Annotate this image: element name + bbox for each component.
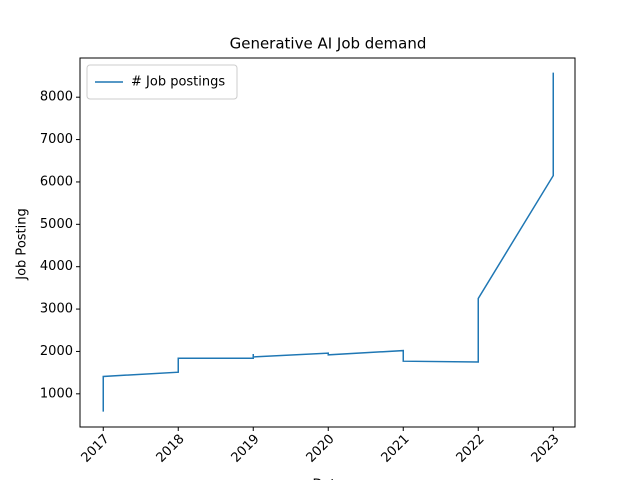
line-series xyxy=(102,72,554,412)
plot-frame xyxy=(79,57,576,428)
y-tick-label: 8000 xyxy=(40,90,73,105)
chart-title: Generative AI Job demand xyxy=(230,35,427,53)
x-tick-label: 2017 xyxy=(79,432,113,466)
x-tick-label: 2022 xyxy=(454,432,488,466)
x-tick-label: 2023 xyxy=(529,432,563,466)
y-tick-label: 2000 xyxy=(40,344,73,359)
legend-box xyxy=(86,64,238,100)
x-tick-label: 2020 xyxy=(304,432,338,466)
x-tick-label: 2021 xyxy=(379,432,413,466)
y-tick-label: 7000 xyxy=(40,132,73,147)
x-axis-label: Date xyxy=(312,478,343,480)
y-axis-label: Job Posting xyxy=(15,208,30,280)
y-tick-label: 6000 xyxy=(40,174,73,189)
legend-label: # Job postings xyxy=(131,75,225,90)
y-tick-label: 1000 xyxy=(40,386,73,401)
x-tick-label: 2018 xyxy=(154,432,188,466)
y-tick-label: 4000 xyxy=(40,259,73,274)
y-tick-label: 3000 xyxy=(40,302,73,317)
y-tick-label: 5000 xyxy=(40,217,73,232)
x-tick-label: 2019 xyxy=(229,432,263,466)
